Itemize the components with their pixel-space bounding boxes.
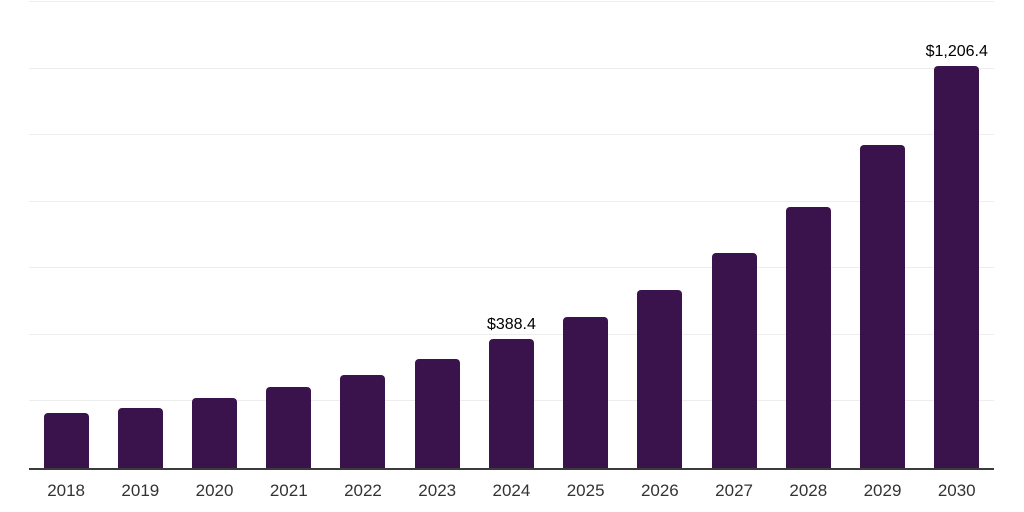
gridline-1400 xyxy=(29,1,994,2)
x-tick-cell-2024: 2024 xyxy=(489,481,534,501)
bar-2024 xyxy=(488,338,534,468)
gridline-1200 xyxy=(29,67,994,69)
gridline-400 xyxy=(29,333,994,335)
x-tick-label-2023: 2023 xyxy=(418,481,457,500)
x-tick-cell-2022: 2022 xyxy=(340,481,385,501)
bar-2026 xyxy=(637,289,683,468)
x-tick-cell-2019: 2019 xyxy=(118,481,163,501)
x-tick-label-2019: 2019 xyxy=(121,481,160,500)
x-tick-cell-2021: 2021 xyxy=(266,481,311,501)
plot-area: $388.4 $1,206.4 xyxy=(29,1,994,470)
bars-group: $388.4 $1,206.4 xyxy=(29,2,994,468)
gridline-600 xyxy=(29,267,994,269)
x-tick-label-2027: 2027 xyxy=(715,481,753,500)
bar-2030 xyxy=(934,66,980,468)
bar-2021 xyxy=(266,387,312,468)
bar-2029 xyxy=(860,145,906,468)
bar-2022 xyxy=(340,374,386,468)
x-axis-tick-labels: 2018 2019 2020 2021 2022 2023 2024 2025 2026 2027… xyxy=(29,481,994,501)
bar-2023 xyxy=(414,359,460,468)
x-tick-label-2020: 2020 xyxy=(195,481,234,500)
bar-cell-2029 xyxy=(860,2,906,468)
x-tick-label-2029: 2029 xyxy=(863,481,902,500)
bar-cell-2027 xyxy=(711,2,757,468)
bar-2018 xyxy=(43,413,89,468)
x-tick-cell-2020: 2020 xyxy=(192,481,237,501)
x-tick-cell-2018: 2018 xyxy=(44,481,89,501)
x-tick-label-2024: 2024 xyxy=(492,481,531,500)
x-tick-label-2022: 2022 xyxy=(344,481,382,500)
x-tick-cell-2027: 2027 xyxy=(712,481,757,501)
bar-2020 xyxy=(192,398,238,468)
x-tick-label-2025: 2025 xyxy=(566,481,605,500)
bar-cell-2025 xyxy=(563,2,609,468)
x-tick-cell-2030: 2030 xyxy=(934,481,979,501)
bar-cell-2021 xyxy=(266,2,312,468)
bar-cell-2030: $1,206.4 xyxy=(926,2,988,468)
bar-cell-2022 xyxy=(340,2,386,468)
bar-cell-2019 xyxy=(117,2,163,468)
x-tick-label-2021: 2021 xyxy=(269,481,308,500)
bar-cell-2024: $388.4 xyxy=(486,2,536,468)
gridline-800 xyxy=(29,200,994,202)
bar-2025 xyxy=(563,316,609,468)
bar-cell-2026 xyxy=(637,2,683,468)
bar-cell-2028 xyxy=(785,2,831,468)
bar-cell-2018 xyxy=(43,2,89,468)
data-label-2030: $1,206.4 xyxy=(925,43,988,61)
gridline-1000 xyxy=(29,134,994,136)
x-tick-cell-2029: 2029 xyxy=(860,481,905,501)
x-axis-line xyxy=(29,468,994,470)
bar-2027 xyxy=(711,252,757,468)
x-tick-cell-2026: 2026 xyxy=(637,481,682,501)
bar-2028 xyxy=(785,207,831,468)
x-tick-label-2018: 2018 xyxy=(47,481,86,500)
x-tick-cell-2028: 2028 xyxy=(786,481,831,501)
bar-cell-2023 xyxy=(414,2,460,468)
data-label-2024: $388.4 xyxy=(486,315,536,333)
x-tick-label-2028: 2028 xyxy=(789,481,828,500)
x-tick-cell-2025: 2025 xyxy=(563,481,608,501)
x-tick-label-2026: 2026 xyxy=(640,481,679,500)
x-tick-cell-2023: 2023 xyxy=(415,481,460,501)
bar-cell-2020 xyxy=(192,2,238,468)
bar-2019 xyxy=(117,407,163,468)
x-tick-label-2030: 2030 xyxy=(937,481,976,500)
